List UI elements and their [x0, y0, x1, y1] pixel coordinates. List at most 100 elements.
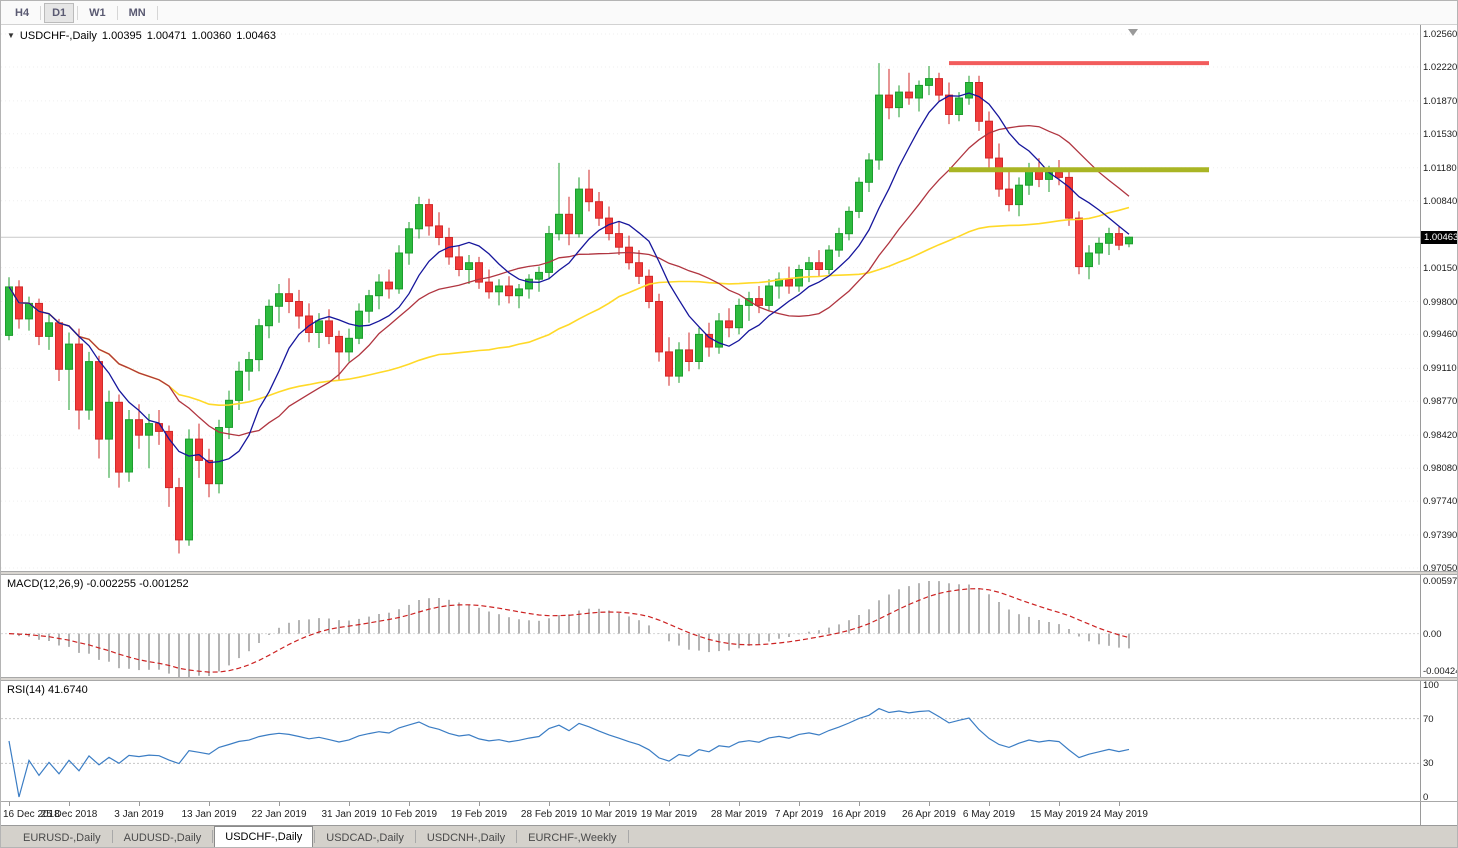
price-axis-label: 0.99460 — [1423, 329, 1457, 341]
timeframe-button-w1[interactable]: W1 — [89, 6, 106, 19]
rsi-indicator-name: RSI(14) — [7, 684, 45, 696]
date-label: 6 May 2019 — [962, 809, 1016, 820]
tab-usdcad-daily[interactable]: USDCAD-,Daily — [326, 831, 404, 844]
date-axis[interactable]: 16 Dec 2018 25 Dec 2018 3 Jan 2019 13 Jan 2… — [1, 801, 1457, 827]
price-axis-label: 0.98420 — [1423, 430, 1457, 442]
timeframe-button-mn[interactable]: MN — [128, 6, 146, 19]
splitter-macd-rsi[interactable] — [1, 677, 1457, 681]
current-price-tag: 1.00463 — [1421, 230, 1457, 244]
macd-signal-line — [8, 588, 1130, 673]
rsi-axis-label: 0 — [1423, 792, 1429, 801]
date-label: 3 Jan 2019 — [114, 809, 164, 820]
tab-separator — [627, 830, 629, 843]
date-tick-mark — [609, 802, 610, 806]
tab-separator — [314, 830, 316, 843]
macd-indicator-name: MACD(12,26,9) — [7, 578, 84, 590]
date-tick-mark — [989, 802, 990, 806]
date-tick-mark — [669, 802, 670, 806]
price-axis-label: 0.98770 — [1423, 396, 1457, 408]
date-tick-mark — [799, 802, 800, 806]
tab-separator — [516, 830, 518, 843]
date-label: 24 May 2019 — [1090, 809, 1148, 820]
tab-eurchf-weekly[interactable]: EURCHF-,Weekly — [528, 831, 617, 844]
price-axis-label: 0.99110 — [1423, 363, 1457, 375]
tab-usdcnh-daily[interactable]: USDCNH-,Daily — [426, 831, 506, 844]
date-tick-mark — [9, 802, 10, 806]
date-label: 16 Dec 2018 — [3, 809, 60, 820]
chart-collapse-icon[interactable]: ▼ — [7, 31, 15, 40]
price-axis-label: 0.99800 — [1423, 296, 1457, 308]
ohlc-close-value: 1.00463 — [236, 30, 276, 42]
price-axis-label: 0.98080 — [1423, 463, 1457, 475]
date-tick-mark — [859, 802, 860, 806]
date-label: 28 Feb 2019 — [520, 809, 578, 820]
date-tick-mark — [1119, 802, 1120, 806]
chart-tabs-bar: EURUSD-,Daily AUDUSD-,Daily USDCHF-,Daily U… — [1, 825, 1457, 847]
price-axis-label: 0.97390 — [1423, 530, 1457, 541]
tab-eurusd-daily[interactable]: EURUSD-,Daily — [23, 831, 101, 844]
ohlc-open-value: 1.00395 — [101, 30, 142, 42]
price-axis-label: 1.01530 — [1423, 128, 1457, 140]
price-axis-label: 0.97740 — [1423, 496, 1457, 508]
candlestick-chart[interactable] — [1, 25, 1422, 571]
main-chart-panel[interactable]: ▼ USDCHF-,Daily 1.00395 1.00471 1.00360 … — [1, 25, 1457, 571]
macd-axis-label: -0.00424 — [1423, 666, 1457, 677]
splitter-main-macd[interactable] — [1, 571, 1457, 575]
price-axis-label: 1.01180 — [1423, 162, 1457, 174]
rsi-axis-label: 100 — [1423, 681, 1439, 691]
date-label: 19 Mar 2019 — [640, 809, 698, 820]
tab-separator — [111, 830, 113, 843]
mid-ma-line — [8, 124, 1130, 437]
macd-plot[interactable] — [1, 575, 1422, 677]
rsi-line — [8, 707, 1130, 798]
macd-label: MACD(12,26,9) -0.002255 -0.001252 — [7, 578, 189, 590]
price-axis[interactable]: 1.02560 1.02220 1.01870 1.01530 1.01180 1.008… — [1420, 25, 1457, 571]
price-axis-label: 1.00150 — [1423, 262, 1457, 274]
date-tick-mark — [739, 802, 740, 806]
date-tick-mark — [209, 802, 210, 806]
timeframe-button-d1[interactable]: D1 — [44, 2, 75, 23]
date-tick-mark — [69, 802, 70, 806]
chart-title: ▼ USDCHF-,Daily 1.00395 1.00471 1.00360 … — [7, 30, 276, 42]
date-label: 26 Apr 2019 — [902, 809, 956, 820]
timeframe-button-h4[interactable]: H4 — [15, 6, 30, 19]
fast-ma-line — [8, 92, 1130, 464]
toolbar-separator — [156, 5, 158, 20]
ohlc-high-value: 1.00471 — [146, 30, 187, 42]
tab-audusd-daily[interactable]: AUDUSD-,Daily — [123, 831, 202, 844]
date-tick-mark — [549, 802, 550, 806]
date-label: 15 May 2019 — [1030, 809, 1088, 820]
chart-symbol-label: USDCHF-,Daily — [19, 30, 97, 42]
date-tick-mark — [929, 802, 930, 806]
date-label: 22 Jan 2019 — [251, 809, 307, 820]
toolbar-separator — [116, 5, 118, 20]
macd-axis[interactable]: 0.00597 0.00 -0.00424 — [1420, 575, 1457, 677]
macd-axis-label: 0.00597 — [1423, 576, 1457, 587]
date-label: 10 Feb 2019 — [380, 809, 438, 820]
macd-histogram — [18, 581, 1130, 677]
toolbar-separator — [77, 5, 79, 20]
date-label: 16 Apr 2019 — [832, 809, 886, 820]
date-tick-mark — [409, 802, 410, 806]
price-axis-label: 1.02560 — [1423, 29, 1457, 40]
toolbar-separator — [40, 5, 42, 20]
macd-panel[interactable]: MACD(12,26,9) -0.002255 -0.001252 0.0059… — [1, 575, 1457, 677]
date-label: 13 Jan 2019 — [181, 809, 237, 820]
date-label: 19 Feb 2019 — [450, 809, 508, 820]
price-axis-label: 0.97050 — [1423, 563, 1457, 571]
rsi-axis[interactable]: 100 70 30 0 — [1420, 681, 1457, 801]
rsi-axis-label: 30 — [1423, 758, 1434, 770]
date-tick-mark — [349, 802, 350, 806]
date-label: 25 Dec 2018 — [40, 809, 98, 820]
timeframe-toolbar: H4 D1 W1 MN — [1, 1, 1457, 25]
tab-usdchf-daily[interactable]: USDCHF-,Daily — [214, 826, 314, 847]
rsi-indicator-value: 41.6740 — [47, 684, 88, 696]
rsi-panel[interactable]: RSI(14) 41.6740 100 70 30 0 — [1, 681, 1457, 801]
date-tick-mark — [279, 802, 280, 806]
date-label: 10 Mar 2019 — [580, 809, 638, 820]
rsi-plot[interactable] — [1, 681, 1422, 801]
date-tick-mark — [1059, 802, 1060, 806]
chart-shift-marker-icon — [1128, 29, 1138, 36]
macd-axis-label: 0.00 — [1423, 628, 1442, 640]
